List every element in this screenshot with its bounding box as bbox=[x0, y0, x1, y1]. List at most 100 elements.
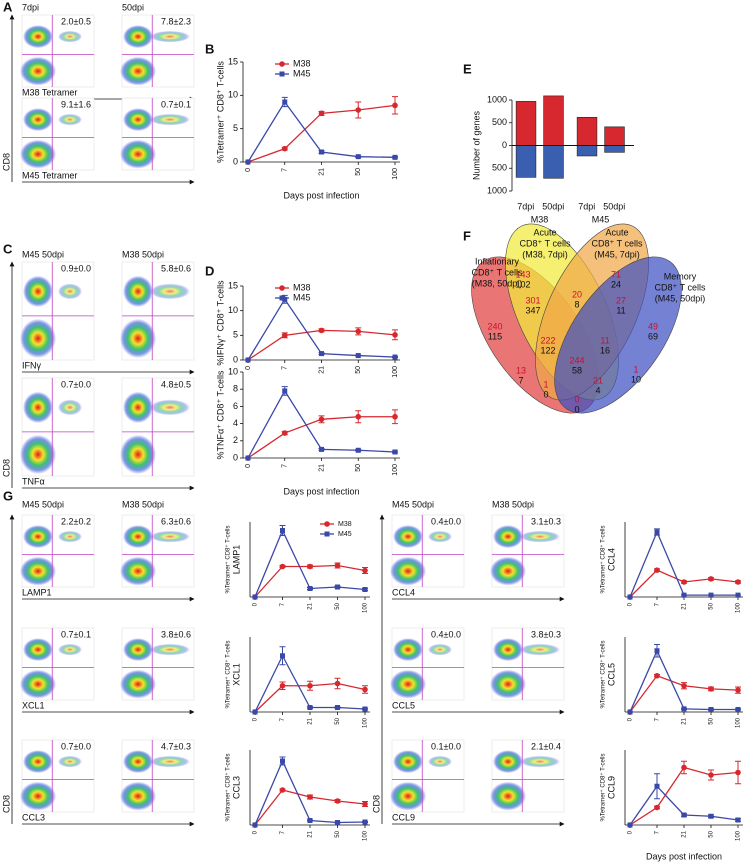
venn-count: 27 bbox=[616, 295, 626, 305]
cell-population bbox=[23, 108, 53, 132]
gate-percentage: 4.7±0.3 bbox=[161, 741, 191, 751]
marker-label: CCL4 bbox=[606, 548, 616, 571]
x-tick-label: 50 bbox=[355, 464, 362, 472]
cell-population bbox=[23, 525, 53, 549]
bar bbox=[515, 145, 537, 178]
venn-count: 240 bbox=[487, 321, 502, 331]
data-point bbox=[708, 592, 714, 598]
cell-population bbox=[120, 556, 156, 586]
category-label: 7dpi bbox=[578, 201, 595, 211]
data-point bbox=[735, 769, 741, 776]
venn-count: 71 bbox=[611, 269, 621, 279]
x-tick-label: 50 bbox=[709, 830, 715, 837]
cell-population bbox=[123, 108, 153, 132]
legend-label: M38 bbox=[293, 58, 311, 68]
venn-count: 222 bbox=[540, 335, 555, 345]
data-point bbox=[335, 705, 340, 710]
y-tick-label: 10 bbox=[228, 90, 238, 100]
data-point bbox=[281, 332, 288, 339]
data-point bbox=[307, 794, 313, 800]
venn-count: 1 bbox=[543, 379, 548, 389]
y-tick-label: 500 bbox=[492, 117, 507, 127]
x-tick-label: 50 bbox=[355, 366, 362, 374]
y-axis-title: %Tetramer⁺ CD8⁺ T-cells bbox=[225, 526, 232, 594]
x-tick-label: 50 bbox=[355, 168, 362, 176]
x-tick-label: 0 bbox=[245, 168, 252, 172]
category-label: 50dpi bbox=[542, 201, 564, 211]
data-point bbox=[334, 798, 341, 804]
data-point bbox=[654, 648, 660, 654]
x-axis-label: M45 Tetramer bbox=[22, 170, 77, 180]
venn-set-label: CD8⁺ T cells bbox=[472, 267, 523, 277]
cell-population bbox=[123, 525, 153, 549]
data-point bbox=[252, 594, 258, 600]
venn-set-label: CD8⁺ T cells bbox=[520, 238, 571, 248]
x-tick-label: 100 bbox=[392, 168, 399, 180]
data-point bbox=[319, 149, 324, 155]
data-point bbox=[245, 159, 251, 165]
data-point bbox=[392, 332, 398, 338]
bar bbox=[515, 101, 537, 146]
venn-set-label: Acute bbox=[605, 227, 628, 237]
data-point bbox=[392, 449, 398, 455]
data-point bbox=[708, 576, 714, 582]
cell-population bbox=[20, 556, 56, 586]
cell-population bbox=[123, 25, 153, 49]
venn-count: 347 bbox=[525, 305, 540, 315]
y-tick-label: 15 bbox=[228, 280, 238, 290]
x-axis-title: Days post infection bbox=[283, 190, 359, 200]
cell-population bbox=[150, 530, 190, 543]
venn-set-label: Acute bbox=[533, 227, 556, 237]
data-point bbox=[318, 327, 325, 334]
marker-label: CCL3 bbox=[231, 776, 241, 799]
y-tick-label: 4 bbox=[233, 418, 238, 428]
panel-letter: B bbox=[205, 41, 214, 56]
marker-label: CCL9 bbox=[606, 776, 616, 799]
cell-population bbox=[393, 638, 423, 662]
data-point bbox=[681, 592, 687, 598]
legend-marker bbox=[279, 295, 285, 301]
y-tick-label: 15 bbox=[228, 56, 238, 66]
data-point bbox=[318, 110, 325, 117]
data-point bbox=[335, 584, 340, 590]
cell-population bbox=[520, 643, 560, 656]
y-tick-label: 0 bbox=[233, 156, 238, 166]
category-label: 7dpi bbox=[517, 201, 534, 211]
x-axis-label: CCL9 bbox=[392, 812, 415, 822]
x-tick-label: 100 bbox=[736, 717, 742, 728]
data-point bbox=[708, 686, 714, 692]
gate-percentage: 0.7±0.0 bbox=[61, 379, 91, 389]
cell-population bbox=[390, 781, 426, 811]
cell-population bbox=[428, 643, 452, 656]
gate-percentage: 2.1±0.4 bbox=[531, 741, 561, 751]
marker-label: CCL5 bbox=[606, 663, 616, 686]
venn-count: 69 bbox=[648, 331, 658, 341]
venn-set-label: CD8⁺ T cells bbox=[592, 238, 643, 248]
cell-population bbox=[428, 755, 452, 768]
cell-population bbox=[150, 30, 190, 43]
x-tick-label: 0 bbox=[245, 464, 252, 468]
category-label: 50dpi bbox=[603, 201, 625, 211]
venn-count: 301 bbox=[525, 295, 540, 305]
cell-population bbox=[120, 139, 156, 169]
cell-population bbox=[520, 530, 560, 543]
cell-population bbox=[58, 399, 82, 416]
gate-percentage: 0.7±0.1 bbox=[61, 629, 91, 639]
series-line bbox=[629, 530, 738, 598]
venn-count: 20 bbox=[572, 289, 582, 299]
venn-count: 0 bbox=[574, 404, 579, 414]
data-point bbox=[627, 822, 633, 828]
cell-population bbox=[23, 638, 53, 662]
cell-population bbox=[390, 556, 426, 586]
x-tick-label: 7 bbox=[655, 717, 661, 721]
venn-count: 10 bbox=[631, 374, 641, 384]
data-point bbox=[735, 707, 741, 712]
flow-column-title: M45 50dpi bbox=[22, 249, 64, 259]
bar bbox=[604, 145, 625, 153]
data-point bbox=[654, 567, 660, 573]
gate-percentage: 0.7±0.0 bbox=[61, 741, 91, 751]
x-tick-label: 0 bbox=[245, 366, 252, 370]
x-tick-label: 21 bbox=[682, 602, 688, 609]
gate-percentage: 3.8±0.3 bbox=[531, 629, 561, 639]
cell-population bbox=[120, 434, 156, 475]
